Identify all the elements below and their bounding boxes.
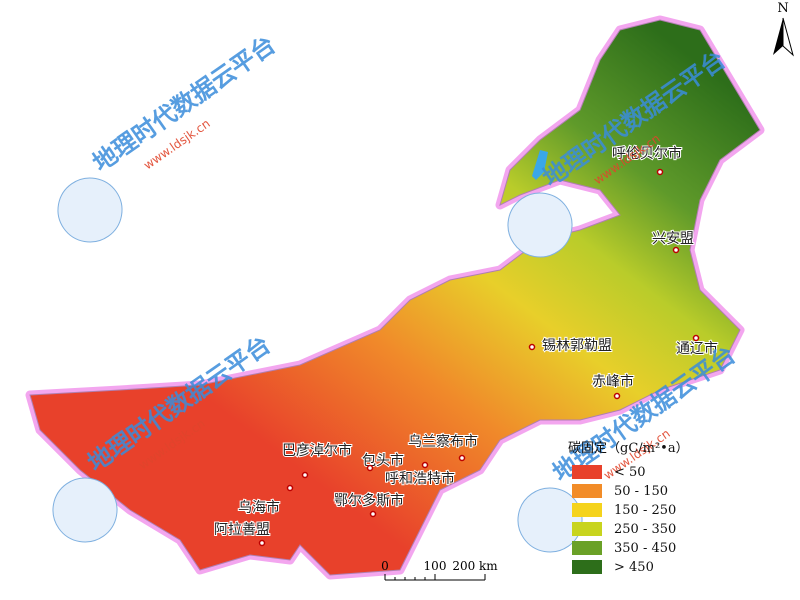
scale-bar: 0 100 200 km — [381, 559, 498, 581]
city-label: 呼伦贝尔市 — [612, 145, 682, 162]
scale-label: 0 — [381, 559, 389, 573]
legend-label: 50 - 150 — [614, 484, 668, 499]
scale-label: 200 km — [452, 559, 498, 573]
city-label: 乌海市 — [238, 499, 280, 516]
watermark-name: 地理时代数据云平台 — [88, 30, 281, 177]
legend-swatch — [572, 541, 602, 555]
city-dot — [301, 471, 309, 479]
city-dot — [692, 334, 700, 342]
city-label: 通辽市 — [676, 340, 718, 357]
legend-swatch — [572, 484, 602, 498]
watermark-logo — [517, 487, 583, 553]
legend-label: 150 - 250 — [614, 503, 676, 518]
city-dot — [672, 246, 680, 254]
legend-label: < 50 — [614, 465, 646, 480]
city-dot — [286, 484, 294, 492]
city-label: 鄂尔多斯市 — [334, 492, 404, 509]
city-label: 包头市 — [362, 452, 404, 469]
lake — [532, 150, 548, 180]
legend-label: 250 - 350 — [614, 522, 676, 537]
north-arrow: N — [773, 1, 794, 57]
legend: 碳固定（gC/m²•a） < 50 50 - 150 150 - 250 250 - … — [568, 441, 689, 575]
arrow-right — [782, 17, 794, 57]
legend-swatch — [572, 503, 602, 517]
watermark-logo — [507, 192, 573, 258]
scale-label: 100 — [424, 559, 447, 573]
city-dot — [258, 539, 266, 547]
city-label: 巴彦淖尔市 — [282, 442, 352, 459]
legend-title: 碳固定（gC/m²•a） — [568, 441, 689, 456]
cities: 呼伦贝尔市 兴安盟 锡林郭勒盟 通辽市 赤峰市 乌兰察布市 巴彦淖尔市 包头市 … — [213, 144, 719, 547]
city-label: 兴安盟 — [652, 231, 694, 247]
city-dot — [366, 464, 374, 472]
city-dot — [613, 392, 621, 400]
legend-label: > 450 — [614, 560, 654, 575]
north-label: N — [777, 1, 788, 16]
legend-swatch — [572, 522, 602, 536]
scale-line — [384, 574, 486, 581]
city-label: 锡林郭勒盟 — [542, 337, 612, 354]
watermark-logo — [57, 177, 123, 243]
city-label: 阿拉善盟 — [214, 522, 270, 538]
city-label: 赤峰市 — [592, 373, 634, 390]
city-dot — [369, 510, 377, 518]
city-label: 乌兰察布市 — [408, 433, 478, 450]
legend-swatch — [572, 465, 602, 479]
city-dot — [421, 461, 429, 469]
legend-swatch — [572, 560, 602, 574]
arrow-left — [773, 18, 783, 55]
city-dot — [528, 343, 536, 351]
watermark-logo — [52, 477, 118, 543]
legend-label: 350 - 450 — [614, 541, 676, 556]
city-label: 呼和浩特市 — [385, 470, 455, 487]
city-dot — [458, 454, 466, 462]
city-dot — [656, 168, 664, 176]
